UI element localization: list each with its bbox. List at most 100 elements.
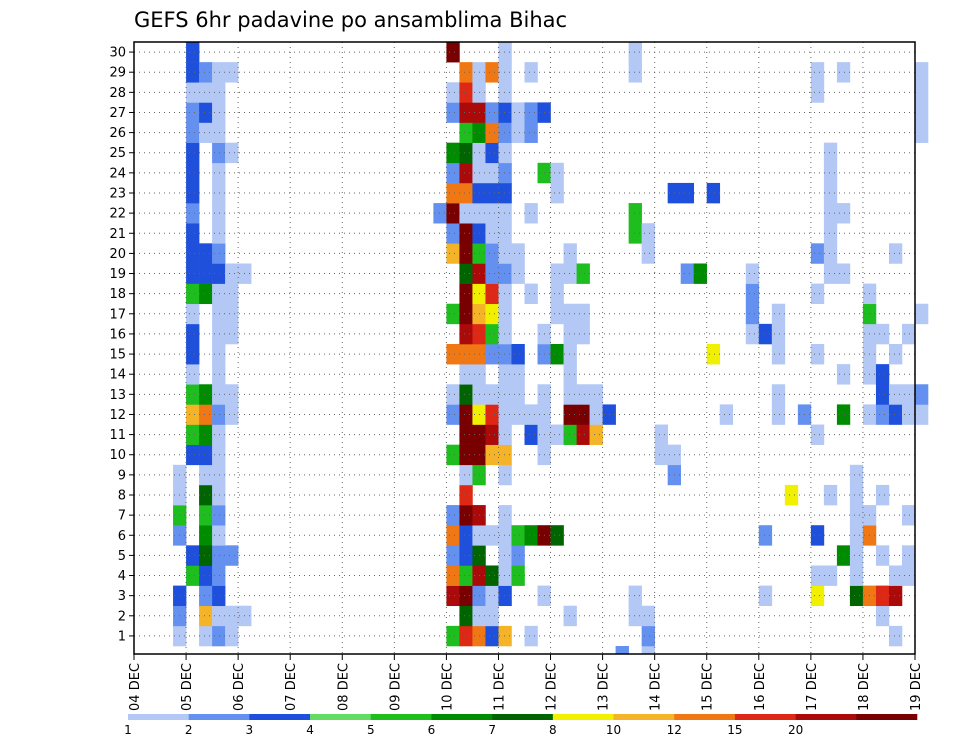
heatmap-cell	[212, 122, 226, 143]
heatmap-cell	[498, 625, 512, 647]
heatmap-cell	[915, 82, 929, 103]
y-tick-label: 26	[109, 126, 126, 141]
heatmap-cell	[498, 182, 512, 204]
heatmap-cell	[225, 283, 239, 305]
heatmap-cell	[589, 424, 603, 445]
heatmap-cell	[498, 464, 512, 486]
x-tick-label: 07 DEC	[284, 663, 299, 711]
heatmap-cell	[498, 344, 512, 365]
heatmap-cell	[446, 182, 460, 204]
x-tick-label: 17 DEC	[805, 663, 820, 711]
x-tick-label: 19 DEC	[909, 663, 924, 711]
heatmap-cell	[758, 323, 773, 345]
heatmap-cell	[550, 283, 564, 305]
heatmap-cell	[485, 263, 499, 284]
heatmap-cell	[563, 364, 577, 385]
heatmap-cell	[199, 62, 213, 83]
heatmap-cell	[212, 102, 226, 123]
heatmap-cell	[459, 344, 473, 365]
heatmap-cell	[810, 585, 825, 607]
heatmap-cell	[446, 384, 460, 405]
heatmap-cell	[901, 404, 916, 425]
heatmap-cell	[563, 404, 577, 425]
heatmap-cell	[628, 42, 642, 63]
heatmap-cell	[875, 585, 890, 607]
heatmap-cell	[459, 424, 473, 445]
heatmap-cell	[459, 384, 473, 405]
heatmap-cell	[459, 625, 473, 647]
y-tick-label: 7	[118, 509, 126, 524]
heatmap-cell	[212, 263, 226, 284]
heatmap-cell	[654, 424, 668, 445]
heatmap-cell	[563, 303, 577, 325]
x-tick-label: 12 DEC	[545, 663, 560, 711]
colorbar-swatch	[552, 714, 614, 720]
heatmap-cell	[446, 142, 460, 164]
y-tick-label: 14	[109, 368, 126, 383]
heatmap-cell	[628, 62, 642, 83]
heatmap-cell	[641, 625, 655, 647]
heatmap-cell	[641, 605, 655, 627]
heatmap-cell	[498, 323, 512, 345]
heatmap-cell	[225, 384, 239, 405]
colorbar-label: 5	[367, 723, 375, 737]
heatmap-cell	[459, 122, 473, 143]
heatmap-cell	[186, 364, 200, 385]
heatmap-cell	[199, 424, 213, 445]
heatmap-cell	[615, 646, 629, 655]
heatmap-cell	[212, 243, 226, 264]
heatmap-cell	[524, 625, 538, 647]
heatmap-cell	[901, 545, 916, 566]
heatmap-cell	[446, 102, 460, 123]
heatmap-cell	[212, 625, 226, 647]
y-tick-label: 5	[118, 549, 126, 564]
colorbar-label: 7	[488, 723, 496, 737]
heatmap-cell	[212, 323, 226, 345]
heatmap-cell	[459, 585, 473, 607]
heatmap-cell	[199, 82, 213, 103]
heatmap-cell	[576, 424, 590, 445]
heatmap-cell	[186, 142, 200, 164]
heatmap-cell	[915, 122, 929, 143]
heatmap-cell	[511, 102, 525, 123]
heatmap-cell	[498, 303, 512, 325]
heatmap-cell	[485, 303, 499, 325]
heatmap-cell	[563, 243, 577, 264]
y-tick-label: 4	[118, 569, 126, 584]
heatmap-cell	[186, 323, 200, 345]
heatmap-cell	[498, 62, 512, 83]
heatmap-cell	[915, 62, 929, 83]
heatmap-cell	[485, 404, 499, 425]
colorbar-swatch	[613, 714, 675, 720]
heatmap-cell	[459, 444, 473, 466]
heatmap-cell	[485, 142, 499, 164]
heatmap-cell	[459, 203, 473, 224]
heatmap-cell	[875, 605, 890, 627]
heatmap-cell	[888, 625, 903, 647]
heatmap-cell	[511, 565, 525, 586]
heatmap-cell	[212, 283, 226, 305]
heatmap-cell	[524, 525, 538, 546]
heatmap-cell	[524, 424, 538, 445]
heatmap-cell	[849, 565, 864, 586]
y-tick-label: 6	[118, 529, 126, 544]
heatmap-cell	[550, 424, 564, 445]
heatmap-cell	[524, 283, 538, 305]
heatmap-cell	[212, 344, 226, 365]
heatmap-cell	[199, 283, 213, 305]
heatmap-cell	[875, 384, 890, 405]
colorbar-swatch	[431, 714, 493, 720]
heatmap-cell	[524, 404, 538, 425]
heatmap-cell	[459, 162, 473, 184]
heatmap-cell	[485, 444, 499, 466]
heatmap-cell	[498, 203, 512, 224]
y-tick-label: 22	[109, 207, 126, 222]
heatmap-cell	[485, 424, 499, 445]
heatmap-cell	[186, 82, 200, 103]
heatmap-cell	[823, 484, 838, 506]
heatmap-cell	[498, 384, 512, 405]
heatmap-cell	[446, 505, 460, 526]
heatmap-cell	[498, 505, 512, 526]
heatmap-cell	[446, 203, 460, 224]
plot-frame	[133, 41, 916, 655]
